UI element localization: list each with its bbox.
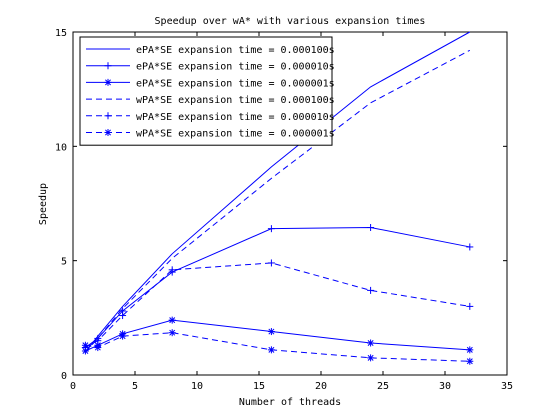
series-6-point [267,346,275,354]
series-3-point [367,339,375,347]
series-5-point [267,259,275,267]
series-3-point [168,316,176,324]
series-6-point [119,332,127,340]
series-2-point [466,243,474,251]
legend-entry-5: wPA*SE expansion time = 0.000010s [136,112,335,123]
series-2-point [267,225,275,233]
y-tick-label: 0 [61,371,67,382]
legend-entry-6: wPA*SE expansion time = 0.000001s [136,129,335,140]
x-tick-label: 30 [439,381,451,392]
legend-entry-1: ePA*SE expansion time = 0.000100s [136,45,335,56]
series-6-point [168,329,176,337]
series-6-point [367,354,375,362]
series-3-point [267,328,275,336]
series-3-point [466,346,474,354]
legend-marker-6 [104,129,112,136]
series-5-point [168,266,176,274]
y-tick-label: 5 [61,257,67,268]
series-6-point [94,344,102,352]
x-tick-label: 25 [377,381,389,392]
x-tick-label: 20 [315,381,327,392]
series-6-point [466,357,474,365]
series-6-point [81,341,89,349]
legend-box [79,36,333,146]
series-2-point [367,224,375,232]
series-5-point [119,312,127,320]
legend: ePA*SE expansion time = 0.000100s ePA*SE … [79,36,335,146]
legend-marker-5 [104,112,112,120]
x-tick-label: 35 [501,381,513,392]
x-tick-label: 5 [132,381,138,392]
x-tick-label: 10 [191,381,203,392]
y-axis-label: Speedup [38,183,49,225]
legend-marker-2 [104,62,112,70]
series-5-point [466,302,474,310]
legend-marker-3 [104,78,112,86]
legend-entry-2: ePA*SE expansion time = 0.000010s [136,62,335,73]
legend-entry-3: ePA*SE expansion time = 0.000001s [136,78,335,89]
series-5-point [367,286,375,294]
y-tick-label: 10 [55,142,67,153]
x-axis-label: Number of threads [239,397,341,408]
y-tick-label: 15 [55,28,67,39]
x-tick-label: 15 [253,381,265,392]
legend-entry-4: wPA*SE expansion time = 0.000100s [136,95,335,106]
x-tick-label: 0 [70,381,76,392]
chart-title: Speedup over wA* with various expansion … [155,16,426,27]
series-5-point [94,337,102,345]
